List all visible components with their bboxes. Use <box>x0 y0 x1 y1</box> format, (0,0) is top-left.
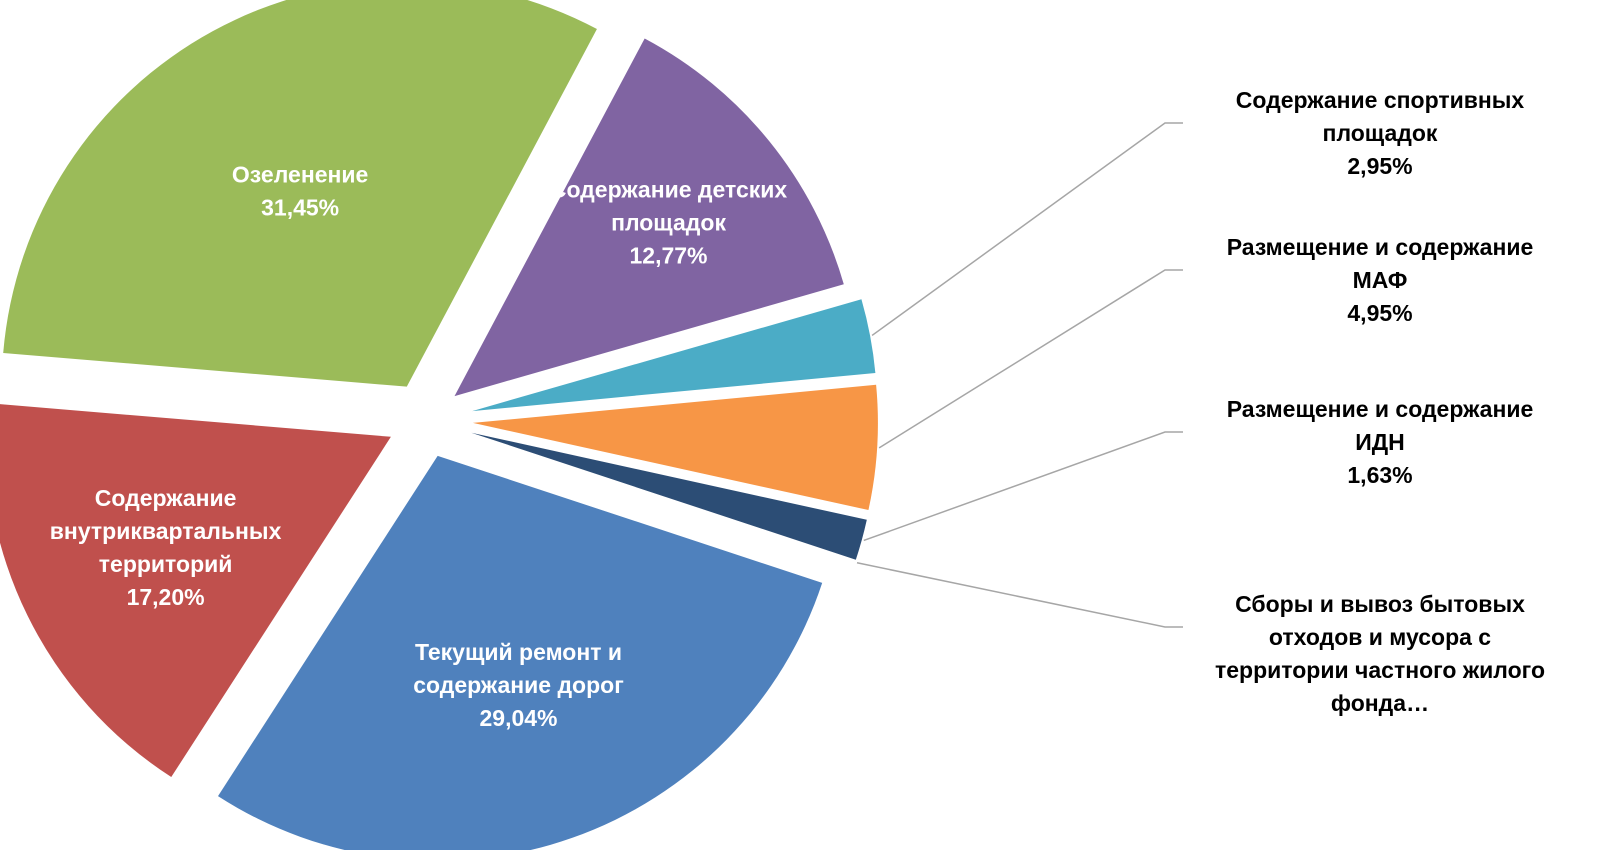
data-label-value: 4,95% <box>1347 300 1412 326</box>
pie-slice <box>472 384 878 511</box>
data-label-text: Размещение и содержание <box>1227 396 1534 422</box>
data-label-text: территорий <box>99 551 233 577</box>
data-label-text: фонда… <box>1331 690 1429 716</box>
data-label-text: внутриквартальных <box>50 518 282 544</box>
data-label-text: Озеленение <box>232 162 368 188</box>
data-label: Сборы и вывоз бытовых отходов и мусора с т… <box>1215 591 1545 716</box>
leader-line <box>856 562 1183 628</box>
pie-slice <box>0 404 391 778</box>
pie-slice <box>3 0 597 387</box>
data-label-text: площадок <box>611 210 726 236</box>
data-label: Содержание детских площадок 12,77% <box>550 177 788 269</box>
data-label-text: Сборы и вывоз бытовых <box>1235 591 1525 617</box>
data-label-text: ИДН <box>1355 429 1405 455</box>
data-label-value: 12,77% <box>630 243 708 269</box>
data-label-value: 29,04% <box>479 705 557 731</box>
data-label: Содержание внутриквартальных территорий 17,… <box>50 485 282 610</box>
pie-slice <box>218 455 823 850</box>
pie-slice <box>471 432 867 560</box>
data-label-text: МАФ <box>1353 267 1408 293</box>
data-label: Содержание спортивных площадок 2,95% <box>1236 87 1525 179</box>
pie-slice <box>454 38 844 397</box>
leader-line <box>871 122 1183 337</box>
data-label-text: Текущий ремонт и <box>415 639 622 665</box>
data-label-text: территории частного жилого <box>1215 657 1545 683</box>
pie-slices <box>0 0 878 850</box>
data-label: Озеленение 31,45% <box>232 162 368 221</box>
data-label-text: Содержание спортивных <box>1236 87 1525 113</box>
data-labels: Содержание детских площадок 12,77%Содержан… <box>50 87 1545 731</box>
data-label-value: 31,45% <box>261 195 339 221</box>
data-label: Размещение и содержание ИДН 1,63% <box>1227 396 1534 488</box>
data-label-text: Содержание <box>95 485 237 511</box>
data-label-value: 1,63% <box>1347 462 1412 488</box>
data-label-text: Размещение и содержание <box>1227 234 1534 260</box>
data-label-text: Содержание детских <box>550 177 788 203</box>
data-label: Размещение и содержание МАФ 4,95% <box>1227 234 1534 326</box>
data-label-text: площадок <box>1323 120 1438 146</box>
leader-lines <box>856 122 1183 628</box>
data-label: Текущий ремонт и содержание дорог 29,04% <box>413 639 624 731</box>
pie-slice <box>472 299 876 412</box>
leader-line <box>863 431 1183 542</box>
data-label-text: содержание дорог <box>413 672 624 698</box>
data-label-value: 17,20% <box>127 584 205 610</box>
data-label-value: 2,95% <box>1347 153 1412 179</box>
data-label-text: отходов и мусора с <box>1269 624 1491 650</box>
leader-line <box>878 269 1183 449</box>
